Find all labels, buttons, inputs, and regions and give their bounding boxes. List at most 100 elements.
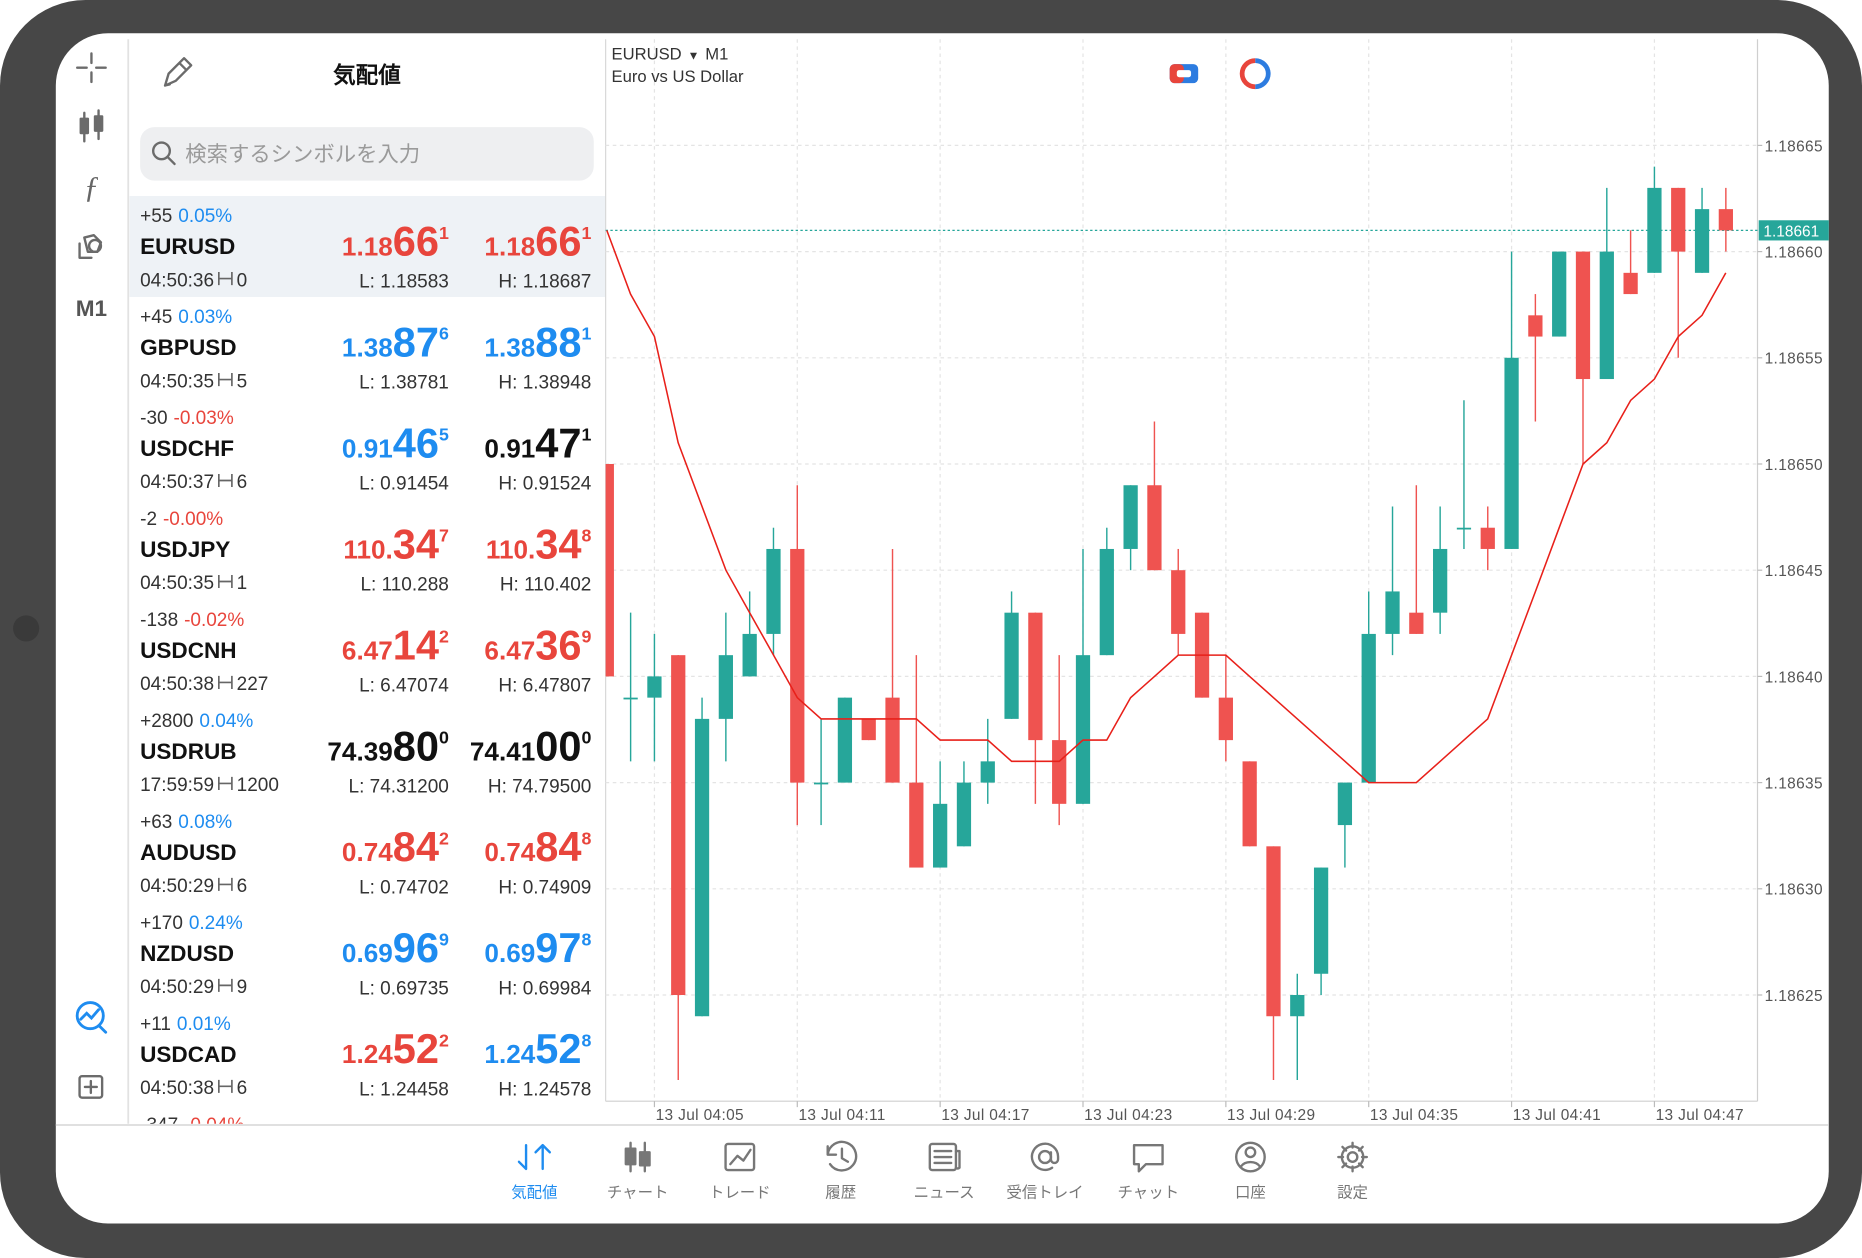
tab-label[interactable]: トレード — [709, 1183, 771, 1201]
tab-label[interactable]: ニュース — [914, 1183, 975, 1201]
price-prefix: 1.38 — [342, 332, 393, 362]
search-placeholder: 検索するシンボルを入力 — [185, 143, 420, 168]
candle-body — [766, 548, 781, 634]
price-prefix: 6.47 — [484, 635, 535, 665]
price-sup: 8 — [581, 829, 591, 849]
tab-icon-quotes[interactable] — [517, 1143, 551, 1171]
spread: 1 — [237, 573, 248, 594]
candle — [1504, 251, 1519, 549]
depth-of-market-button[interactable] — [1239, 58, 1271, 90]
tab-icon-trade[interactable] — [724, 1142, 756, 1172]
high-price: H: 1.38948 — [498, 372, 591, 393]
change-percent: 0.03% — [178, 307, 232, 328]
watchlist-panel: 気配値 検索するシンボルを入力 +55 0.05% EURUSD 04:50:36 0 1… — [129, 57, 606, 1136]
tab-label[interactable]: チャート — [607, 1183, 669, 1201]
candle — [1099, 527, 1114, 656]
price-sup: 5 — [439, 425, 449, 445]
quote-time: 04:50:38 — [140, 1078, 214, 1099]
tab-label[interactable]: 気配値 — [511, 1183, 557, 1201]
price: 74.39800 — [327, 722, 449, 769]
candle-body — [1718, 209, 1733, 231]
edit-button[interactable] — [163, 57, 193, 87]
price-prefix: 6.47 — [342, 635, 393, 665]
price-big: 84 — [393, 823, 439, 870]
tab-icon-news[interactable] — [928, 1142, 961, 1172]
chart-type-tool[interactable] — [79, 109, 104, 143]
timeframe-button[interactable]: M1 — [76, 296, 107, 321]
price-big: 46 — [393, 419, 439, 466]
trading-signals-button[interactable] — [75, 1001, 108, 1034]
y-tick-label: 1.18635 — [1765, 776, 1823, 793]
tab-icon-chart[interactable] — [624, 1141, 651, 1173]
candle-body — [1147, 485, 1162, 571]
y-tick-label: 1.18640 — [1765, 669, 1823, 686]
change-percent: -0.04% — [184, 1115, 244, 1136]
candle — [1290, 973, 1305, 1080]
candle-body — [1028, 612, 1043, 741]
one-click-trading-button[interactable] — [1169, 64, 1199, 84]
candle-body — [1004, 612, 1019, 719]
quote-time: 17:59:59 — [140, 775, 214, 796]
price: 110.348 — [486, 520, 592, 567]
spread-icon — [218, 1079, 233, 1093]
price: 0.69969 — [342, 924, 449, 971]
indicator-tool[interactable]: ƒ — [84, 169, 99, 204]
price-prefix: 1.18 — [484, 231, 535, 261]
candle — [861, 718, 876, 741]
crosshair-tool[interactable] — [76, 52, 107, 84]
price: 0.74842 — [342, 823, 449, 870]
search-box[interactable] — [140, 127, 594, 181]
y-tick-label: 1.18630 — [1765, 882, 1823, 899]
tab-label[interactable]: チャット — [1118, 1183, 1180, 1201]
candle-body — [671, 655, 686, 995]
new-order-button[interactable] — [78, 1075, 104, 1099]
high-price: H: 0.74909 — [498, 877, 591, 898]
quote-row[interactable]: -347 -0.04% — [140, 1115, 244, 1136]
candle-body — [1242, 761, 1257, 847]
candle — [766, 527, 781, 656]
price-prefix: 74.41 — [470, 736, 535, 766]
x-tick-label: 13 Jul 04:41 — [1513, 1107, 1601, 1124]
tab-icon-accounts[interactable] — [1235, 1141, 1266, 1173]
symbol: GBPUSD — [140, 335, 236, 360]
price-big: 88 — [535, 318, 581, 365]
tab-icon-chat[interactable] — [1132, 1143, 1164, 1173]
candle-body — [813, 782, 829, 785]
camera — [13, 615, 40, 642]
price-big: 97 — [535, 924, 581, 971]
x-tick-label: 13 Jul 04:05 — [656, 1107, 744, 1124]
price-sup: 9 — [439, 930, 449, 950]
tab-label[interactable]: 履歴 — [825, 1183, 856, 1201]
price-big: 66 — [393, 217, 439, 264]
candle — [647, 633, 662, 762]
price-sup: 1 — [581, 223, 591, 243]
dropdown-arrow[interactable]: ▼ — [688, 48, 700, 62]
candle-body — [1409, 612, 1424, 634]
change-points: +55 — [140, 206, 172, 227]
candle-body — [1433, 548, 1448, 613]
price-prefix: 0.74 — [342, 837, 393, 867]
candle — [623, 612, 638, 762]
tab-icon-history[interactable] — [826, 1140, 858, 1172]
symbol: USDJPY — [140, 537, 230, 562]
objects-tool[interactable] — [78, 234, 103, 259]
change-points: -347 — [140, 1115, 178, 1136]
tab-label[interactable]: 設定 — [1337, 1183, 1368, 1201]
tab-label[interactable]: 受信トレイ — [1006, 1183, 1083, 1201]
tab-label[interactable]: 口座 — [1235, 1183, 1266, 1201]
row-highlight — [129, 196, 606, 297]
low-price: L: 1.18583 — [359, 271, 449, 292]
candle — [1028, 612, 1043, 804]
change-percent: -0.02% — [184, 610, 244, 631]
tab-icon-settings[interactable] — [1337, 1141, 1368, 1173]
tab-icon-mailbox[interactable] — [1030, 1142, 1060, 1171]
